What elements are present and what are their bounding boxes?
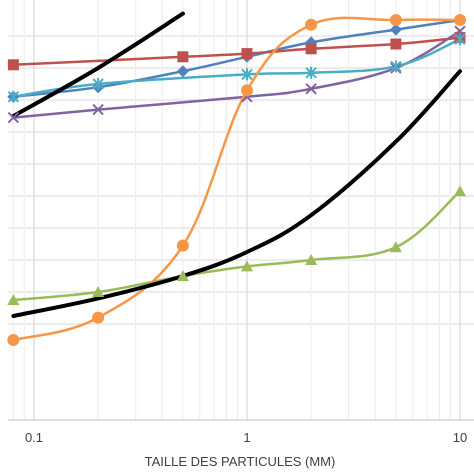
point-s4-3 — [241, 260, 253, 272]
series-line-4 — [12, 189, 462, 302]
point-s5-1 — [92, 311, 105, 324]
x-tick-label-1: 1 — [243, 430, 250, 445]
point-s4-6 — [454, 185, 466, 197]
point-s1-0 — [7, 59, 19, 71]
point-s1-4 — [390, 38, 402, 50]
point-s5-0 — [7, 334, 20, 346]
point-s3-5 — [454, 33, 466, 46]
point-s4-1 — [92, 286, 105, 297]
point-s5-5 — [389, 14, 402, 26]
point-s2-0 — [7, 111, 20, 124]
point-s4-0 — [7, 294, 20, 305]
x-tick-labels: 0.1 1 10 — [25, 430, 467, 445]
point-s2-3 — [305, 83, 317, 95]
series-markers — [7, 14, 466, 346]
point-s5-6 — [454, 14, 466, 26]
series-line-6 — [11, 69, 462, 318]
point-s3-1 — [92, 78, 104, 90]
point-s1-3 — [305, 43, 317, 55]
point-s4-4 — [305, 254, 318, 265]
point-s3-3 — [305, 66, 317, 79]
point-s5-3 — [241, 84, 253, 97]
point-s1-2 — [241, 48, 253, 60]
point-s2-1 — [92, 103, 104, 116]
x-tick-label-2: 10 — [453, 430, 467, 445]
point-s0-5 — [389, 23, 402, 36]
point-s5-4 — [305, 18, 318, 31]
series-line-7 — [11, 11, 185, 118]
point-s5-2 — [176, 239, 189, 252]
x-tick-label-0: 0.1 — [25, 430, 43, 445]
point-s0-2 — [176, 65, 189, 78]
point-s3-2 — [241, 68, 253, 81]
point-s4-2 — [176, 270, 189, 281]
x-axis-title: TAILLE DES PARTICULES (MM) — [145, 454, 336, 469]
point-s3-0 — [7, 90, 20, 103]
point-s1-1 — [177, 51, 189, 63]
point-s4-5 — [389, 241, 402, 253]
point-s3-4 — [390, 60, 402, 73]
